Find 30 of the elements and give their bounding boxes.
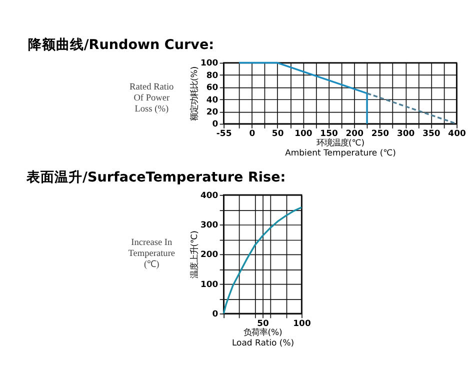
x-tick-label: 200: [346, 128, 364, 138]
y-tick-label: 400: [200, 190, 218, 200]
y-axis-title: 温度上升(℃): [189, 230, 200, 279]
y-tick-label: 60: [206, 82, 218, 92]
x-tick-label: 350: [422, 128, 440, 138]
x-tick-label: 0: [249, 128, 256, 138]
text: Increase In Temperature (℃): [128, 238, 176, 270]
chart-title: 降额曲线/Rundown Curve:: [28, 36, 214, 54]
y-tick-label: 200: [200, 249, 218, 260]
text: Rated Ratio Of Power Loss (%): [130, 82, 174, 115]
y-tick-label: 0: [212, 118, 218, 129]
x-tick-label: -55: [216, 128, 232, 138]
x-tick-label: 50: [257, 318, 270, 328]
y-tick-label: 40: [206, 94, 218, 104]
y-tick-label: 100: [200, 278, 218, 289]
x-tick-label: 50: [272, 128, 284, 138]
x-tick-label: 300: [396, 128, 415, 138]
x-tick-label: 100: [294, 128, 312, 138]
y-tick-label: 100: [200, 58, 218, 68]
x-axis-title: 负荷率(%) Load Ratio (%): [232, 327, 294, 348]
x-tick-label: 250: [371, 128, 390, 138]
chart-title: 表面温升/SurfaceTemperature Rise:: [26, 168, 286, 186]
y-tick-label: 20: [206, 106, 218, 117]
y-tick-label: 300: [200, 220, 218, 230]
y-axis-title: 额定功耗比(%): [189, 66, 200, 122]
x-tick-label: 150: [320, 128, 338, 138]
x-axis-title: 环境温度(℃) Ambient Temperature (℃): [285, 137, 396, 158]
y-tick-label: 80: [206, 70, 218, 80]
y-tick-label: 0: [212, 308, 218, 318]
x-tick-label: 400: [448, 128, 466, 138]
